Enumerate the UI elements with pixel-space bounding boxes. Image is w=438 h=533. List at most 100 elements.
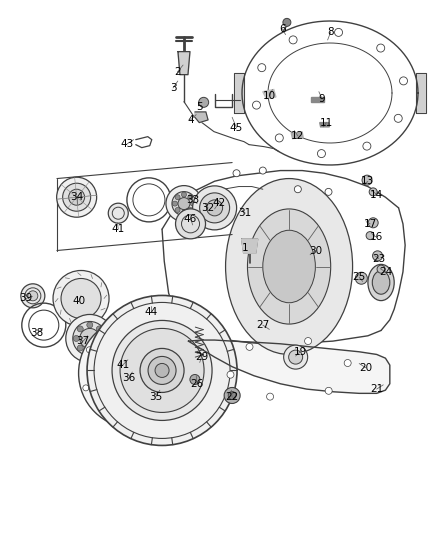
Ellipse shape [140,349,184,392]
Ellipse shape [233,169,240,177]
Text: 45: 45 [230,123,243,133]
Ellipse shape [77,345,83,351]
Text: 44: 44 [145,307,158,317]
Ellipse shape [154,326,160,332]
Ellipse shape [178,198,190,209]
Ellipse shape [77,326,83,332]
Ellipse shape [178,356,184,361]
Ellipse shape [226,179,353,354]
Ellipse shape [172,191,196,216]
Ellipse shape [80,328,100,349]
Polygon shape [263,90,276,99]
Ellipse shape [191,201,195,206]
Text: 40: 40 [72,296,85,306]
Ellipse shape [207,200,223,216]
Polygon shape [291,132,303,139]
Ellipse shape [372,271,390,294]
Ellipse shape [61,278,101,319]
Text: 1: 1 [242,243,249,253]
Text: 13: 13 [361,176,374,186]
Ellipse shape [107,414,113,421]
Polygon shape [195,112,208,123]
Ellipse shape [112,320,212,421]
Text: 2: 2 [174,67,181,77]
Text: 41: 41 [112,224,125,234]
Text: 6: 6 [279,25,286,34]
Ellipse shape [87,349,93,355]
Polygon shape [125,384,143,401]
Ellipse shape [344,360,351,367]
Ellipse shape [227,371,234,378]
Polygon shape [141,393,159,410]
Ellipse shape [258,63,266,71]
Ellipse shape [63,183,91,211]
Ellipse shape [87,295,237,446]
Polygon shape [186,360,201,381]
Text: 12: 12 [291,131,304,141]
Ellipse shape [188,207,193,213]
Ellipse shape [283,18,291,27]
Ellipse shape [224,387,240,403]
Polygon shape [165,393,184,410]
Ellipse shape [377,265,385,273]
Text: 30: 30 [309,246,322,255]
Ellipse shape [176,209,205,239]
Ellipse shape [246,343,253,350]
Text: 4: 4 [187,115,194,125]
Ellipse shape [188,195,193,200]
Ellipse shape [116,322,122,328]
Ellipse shape [366,231,374,240]
Text: 17: 17 [364,219,377,229]
Text: 19: 19 [293,347,307,357]
Ellipse shape [363,142,371,150]
Text: 35: 35 [149,392,162,402]
Text: 37: 37 [77,336,90,346]
Ellipse shape [190,375,200,384]
Text: 5: 5 [196,102,203,111]
Ellipse shape [362,175,372,185]
Ellipse shape [181,210,187,215]
Text: 9: 9 [318,94,325,103]
Ellipse shape [57,177,97,217]
Ellipse shape [368,218,378,228]
Text: 29: 29 [195,352,208,362]
Text: 33: 33 [186,195,199,205]
Text: 25: 25 [353,272,366,282]
Ellipse shape [73,321,107,356]
Ellipse shape [181,192,187,197]
Ellipse shape [96,345,102,351]
Polygon shape [124,360,138,381]
Polygon shape [242,239,258,253]
Polygon shape [320,123,329,127]
Ellipse shape [335,28,343,36]
Ellipse shape [252,101,261,109]
Ellipse shape [289,36,297,44]
Ellipse shape [78,318,189,428]
Text: 42: 42 [212,198,226,207]
Polygon shape [311,97,324,102]
Polygon shape [188,340,390,393]
Ellipse shape [318,150,325,158]
Text: 27: 27 [256,320,269,330]
Ellipse shape [247,209,331,324]
Text: 31: 31 [239,208,252,218]
Ellipse shape [294,185,301,193]
Text: 32: 32 [201,203,215,213]
Text: 43: 43 [120,139,134,149]
Polygon shape [178,52,190,75]
Text: 36: 36 [123,374,136,383]
Ellipse shape [69,189,85,205]
Ellipse shape [73,335,79,342]
Ellipse shape [28,291,38,301]
Ellipse shape [377,44,385,52]
Ellipse shape [175,393,181,399]
Text: 34: 34 [70,192,83,202]
Ellipse shape [108,203,128,223]
Ellipse shape [119,348,139,368]
Ellipse shape [148,357,176,384]
Ellipse shape [259,167,266,174]
Polygon shape [181,340,199,357]
Ellipse shape [394,115,402,123]
Ellipse shape [83,385,89,391]
Text: 41: 41 [116,360,129,370]
